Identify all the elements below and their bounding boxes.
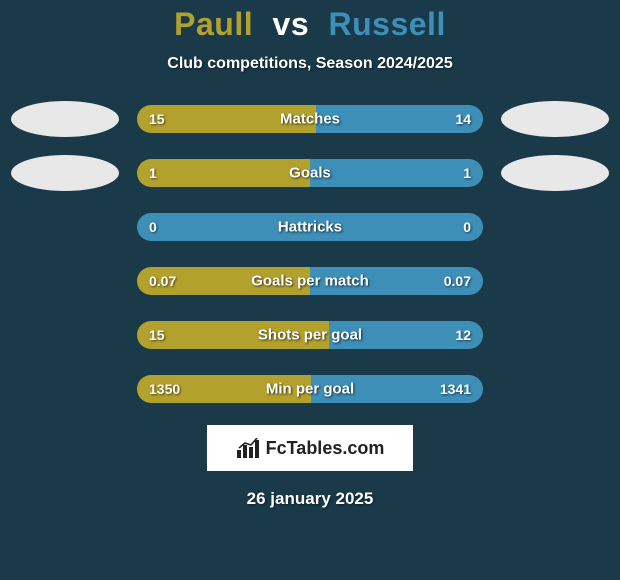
avatar-spacer bbox=[501, 317, 609, 353]
stat-value-left: 1350 bbox=[149, 381, 180, 397]
stat-value-right: 1 bbox=[463, 165, 471, 181]
avatar-right bbox=[501, 155, 609, 191]
stat-value-right: 0.07 bbox=[444, 273, 471, 289]
stat-row: 1350 1341 Min per goal bbox=[0, 371, 620, 407]
comparison-infographic: Paull vs Russell Club competitions, Seas… bbox=[0, 0, 620, 509]
bar-chart-icon bbox=[236, 438, 260, 458]
stat-value-right: 12 bbox=[455, 327, 471, 343]
avatar-left bbox=[11, 101, 119, 137]
stat-value-left: 15 bbox=[149, 327, 165, 343]
stat-label: Hattricks bbox=[278, 219, 342, 236]
avatar-spacer bbox=[501, 263, 609, 299]
stat-row: 0 0 Hattricks bbox=[0, 209, 620, 245]
brand-text: FcTables.com bbox=[266, 438, 385, 459]
stat-bar: 1 1 Goals bbox=[137, 159, 483, 187]
stat-label: Goals per match bbox=[251, 273, 369, 290]
title-player2: Russell bbox=[329, 6, 446, 42]
subtitle: Club competitions, Season 2024/2025 bbox=[0, 55, 620, 73]
avatar-spacer bbox=[11, 263, 119, 299]
avatar-left bbox=[11, 155, 119, 191]
stat-value-left: 15 bbox=[149, 111, 165, 127]
stat-bar: 0 0 Hattricks bbox=[137, 213, 483, 241]
title-vs: vs bbox=[273, 6, 310, 42]
avatar-spacer bbox=[11, 371, 119, 407]
page-title: Paull vs Russell bbox=[0, 6, 620, 43]
title-player1: Paull bbox=[174, 6, 253, 42]
stat-value-right: 14 bbox=[455, 111, 471, 127]
avatar-spacer bbox=[501, 209, 609, 245]
stat-value-left: 0.07 bbox=[149, 273, 176, 289]
stat-bar: 0.07 0.07 Goals per match bbox=[137, 267, 483, 295]
stat-label: Goals bbox=[289, 165, 331, 182]
stat-bar: 15 14 Matches bbox=[137, 105, 483, 133]
brand-box: FcTables.com bbox=[207, 425, 413, 471]
stat-value-right: 0 bbox=[463, 219, 471, 235]
stat-row: 15 12 Shots per goal bbox=[0, 317, 620, 353]
stat-bar-right bbox=[310, 159, 483, 187]
stat-value-left: 0 bbox=[149, 219, 157, 235]
stat-label: Min per goal bbox=[266, 381, 354, 398]
avatar-right bbox=[501, 101, 609, 137]
stat-rows: 15 14 Matches 1 1 Goals 0 0 Hattricks 0.07 0.07 Goa… bbox=[0, 101, 620, 407]
stat-value-right: 1341 bbox=[440, 381, 471, 397]
avatar-spacer bbox=[11, 317, 119, 353]
stat-row: 1 1 Goals bbox=[0, 155, 620, 191]
stat-bar: 1350 1341 Min per goal bbox=[137, 375, 483, 403]
stat-bar: 15 12 Shots per goal bbox=[137, 321, 483, 349]
date-line: 26 january 2025 bbox=[0, 489, 620, 509]
stat-label: Shots per goal bbox=[258, 327, 362, 344]
stat-value-left: 1 bbox=[149, 165, 157, 181]
avatar-spacer bbox=[501, 371, 609, 407]
stat-row: 15 14 Matches bbox=[0, 101, 620, 137]
stat-row: 0.07 0.07 Goals per match bbox=[0, 263, 620, 299]
stat-label: Matches bbox=[280, 111, 340, 128]
avatar-spacer bbox=[11, 209, 119, 245]
stat-bar-left bbox=[137, 159, 310, 187]
